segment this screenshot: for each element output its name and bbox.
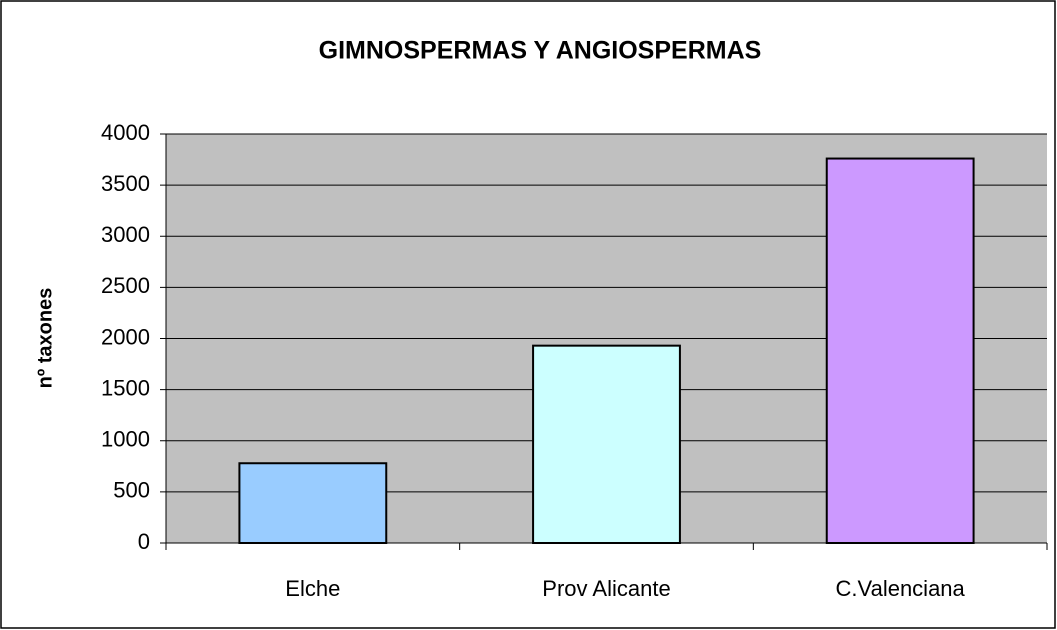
bar [238, 462, 388, 544]
y-axis-label: nº taxones [34, 288, 56, 389]
y-tick-label: 3500 [101, 171, 150, 196]
y-tick-label: 2000 [101, 324, 150, 349]
y-tick-label: 2500 [101, 273, 150, 298]
bar [825, 157, 975, 544]
y-tick-label: 500 [113, 478, 150, 503]
y-tick-label: 0 [138, 529, 150, 554]
y-tick-label: 1500 [101, 375, 150, 400]
y-tick-label: 3000 [101, 222, 150, 247]
y-tick-label: 4000 [101, 120, 150, 145]
x-tick-label: C.Valenciana [836, 576, 966, 601]
y-tick-label: 1000 [101, 427, 150, 452]
chart-title: GIMNOSPERMAS Y ANGIOSPERMAS [319, 37, 762, 65]
x-tick-label: Elche [285, 576, 340, 601]
x-tick-label: Prov Alicante [542, 576, 670, 601]
bar [532, 344, 681, 544]
